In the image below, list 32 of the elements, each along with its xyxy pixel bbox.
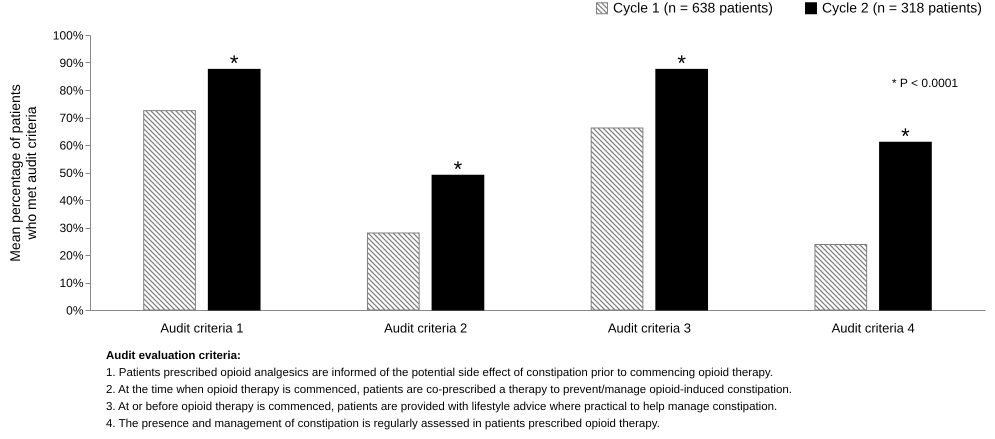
y-tick-label: 10% (59, 276, 84, 290)
x-tick-label: Audit criteria 1 (160, 320, 244, 336)
text: 3. At or before opioid therapy is commenced, patients are provided with lifestyle advice where practical to help manage constipation. (106, 400, 778, 415)
legend-label: Cycle 2 (n = 318 patients) (822, 0, 982, 16)
y-tick-label: 70% (59, 111, 84, 125)
y-axis-title: Mean percentage of patients who met audit criteria (6, 84, 39, 262)
y-tick-label: 80% (59, 84, 84, 98)
y-tick-label: 20% (59, 248, 84, 262)
y-tick-label: 40% (59, 194, 84, 208)
x-tick-label: Audit criteria 2 (384, 320, 468, 336)
bar (655, 68, 708, 310)
text: 2. At the time when opioid therapy is commenced, patients are co-prescribed a therapy to prevent/manage opioid-induced constipation. (106, 383, 793, 398)
annotation: * (230, 50, 239, 76)
y-tick-label: 60% (59, 138, 84, 152)
bar (432, 174, 484, 310)
annotation: * P < 0.0001 (892, 76, 958, 90)
y-tick-label: 90% (59, 56, 84, 70)
text: 4. The presence and management of constipation is regularly assessed in patients prescribed opioid therapy. (106, 417, 661, 432)
y-tick-label: 100% (52, 28, 84, 42)
y-tick-label: 50% (59, 166, 84, 180)
bar (879, 142, 932, 310)
y-tick-label: 0% (66, 304, 84, 318)
x-tick-label: Audit criteria 4 (832, 320, 915, 336)
annotation: * (901, 123, 910, 148)
bar (208, 68, 261, 310)
y-tick-label: 30% (59, 221, 84, 235)
annotation: * (677, 50, 686, 76)
x-tick-label: Audit criteria 3 (608, 320, 691, 336)
text: 1. Patients prescribed opioid analgesics are informed of the potential side effect of constipation prior to commencing opioid therapy. (106, 366, 774, 381)
annotation: * (454, 156, 463, 182)
legend-label: Cycle 1 (n = 638 patients) (613, 0, 773, 16)
text: Audit evaluation criteria: (106, 349, 242, 364)
